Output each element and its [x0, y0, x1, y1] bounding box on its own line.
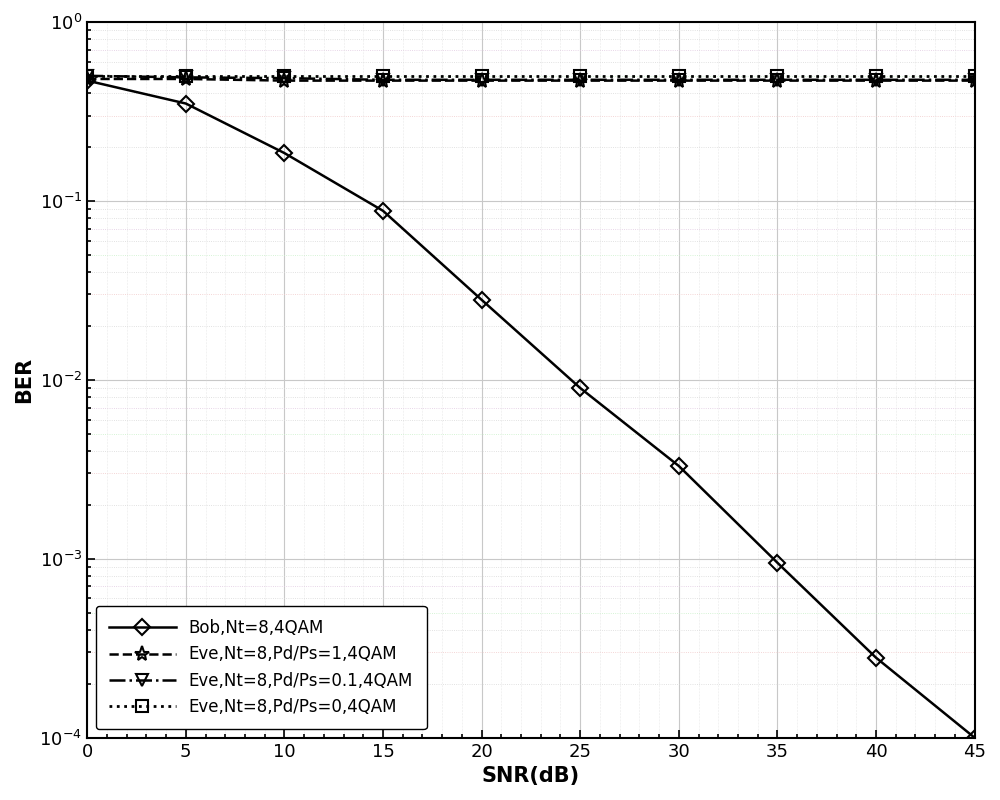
Eve,Nt=8,Pd/Ps=0.1,4QAM: [278, 74, 290, 83]
Eve,Nt=8,Pd/Ps=1,4QAM: [771, 76, 783, 86]
Eve,Nt=8,Pd/Ps=0,4QAM: [771, 71, 783, 81]
Bob,Nt=8,4QAM: [574, 383, 586, 393]
Bob,Nt=8,4QAM: [81, 76, 93, 86]
Eve,Nt=8,Pd/Ps=0,4QAM: [278, 71, 290, 81]
Line: Eve,Nt=8,Pd/Ps=1,4QAM: Eve,Nt=8,Pd/Ps=1,4QAM: [80, 71, 982, 88]
Eve,Nt=8,Pd/Ps=1,4QAM: [377, 76, 389, 86]
Eve,Nt=8,Pd/Ps=1,4QAM: [574, 76, 586, 86]
Eve,Nt=8,Pd/Ps=0.1,4QAM: [180, 73, 192, 82]
Eve,Nt=8,Pd/Ps=0.1,4QAM: [574, 75, 586, 85]
X-axis label: SNR(dB): SNR(dB): [482, 766, 580, 786]
Bob,Nt=8,4QAM: [476, 295, 488, 305]
Eve,Nt=8,Pd/Ps=1,4QAM: [180, 74, 192, 84]
Eve,Nt=8,Pd/Ps=0.1,4QAM: [673, 75, 685, 85]
Eve,Nt=8,Pd/Ps=0,4QAM: [574, 71, 586, 81]
Bob,Nt=8,4QAM: [673, 461, 685, 470]
Line: Eve,Nt=8,Pd/Ps=0.1,4QAM: Eve,Nt=8,Pd/Ps=0.1,4QAM: [81, 70, 981, 86]
Eve,Nt=8,Pd/Ps=0.1,4QAM: [476, 75, 488, 85]
Eve,Nt=8,Pd/Ps=1,4QAM: [870, 76, 882, 86]
Eve,Nt=8,Pd/Ps=0.1,4QAM: [771, 75, 783, 85]
Bob,Nt=8,4QAM: [180, 98, 192, 108]
Eve,Nt=8,Pd/Ps=1,4QAM: [81, 74, 93, 84]
Eve,Nt=8,Pd/Ps=0.1,4QAM: [377, 75, 389, 85]
Eve,Nt=8,Pd/Ps=0.1,4QAM: [81, 71, 93, 81]
Bob,Nt=8,4QAM: [870, 653, 882, 662]
Eve,Nt=8,Pd/Ps=0,4QAM: [377, 71, 389, 81]
Eve,Nt=8,Pd/Ps=1,4QAM: [969, 76, 981, 86]
Eve,Nt=8,Pd/Ps=1,4QAM: [673, 76, 685, 86]
Eve,Nt=8,Pd/Ps=0,4QAM: [476, 71, 488, 81]
Eve,Nt=8,Pd/Ps=0,4QAM: [969, 71, 981, 81]
Line: Eve,Nt=8,Pd/Ps=0,4QAM: Eve,Nt=8,Pd/Ps=0,4QAM: [82, 70, 980, 82]
Bob,Nt=8,4QAM: [377, 206, 389, 216]
Y-axis label: BER: BER: [14, 357, 34, 403]
Eve,Nt=8,Pd/Ps=0,4QAM: [81, 71, 93, 81]
Eve,Nt=8,Pd/Ps=1,4QAM: [476, 76, 488, 86]
Eve,Nt=8,Pd/Ps=0,4QAM: [673, 71, 685, 81]
Eve,Nt=8,Pd/Ps=1,4QAM: [278, 76, 290, 86]
Bob,Nt=8,4QAM: [969, 733, 981, 742]
Line: Bob,Nt=8,4QAM: Bob,Nt=8,4QAM: [82, 75, 980, 743]
Legend: Bob,Nt=8,4QAM, Eve,Nt=8,Pd/Ps=1,4QAM, Eve,Nt=8,Pd/Ps=0.1,4QAM, Eve,Nt=8,Pd/Ps=0,: Bob,Nt=8,4QAM, Eve,Nt=8,Pd/Ps=1,4QAM, Ev…: [96, 606, 427, 730]
Eve,Nt=8,Pd/Ps=0,4QAM: [180, 71, 192, 81]
Bob,Nt=8,4QAM: [278, 148, 290, 158]
Eve,Nt=8,Pd/Ps=0,4QAM: [870, 71, 882, 81]
Eve,Nt=8,Pd/Ps=0.1,4QAM: [870, 75, 882, 85]
Bob,Nt=8,4QAM: [771, 558, 783, 567]
Eve,Nt=8,Pd/Ps=0.1,4QAM: [969, 75, 981, 85]
